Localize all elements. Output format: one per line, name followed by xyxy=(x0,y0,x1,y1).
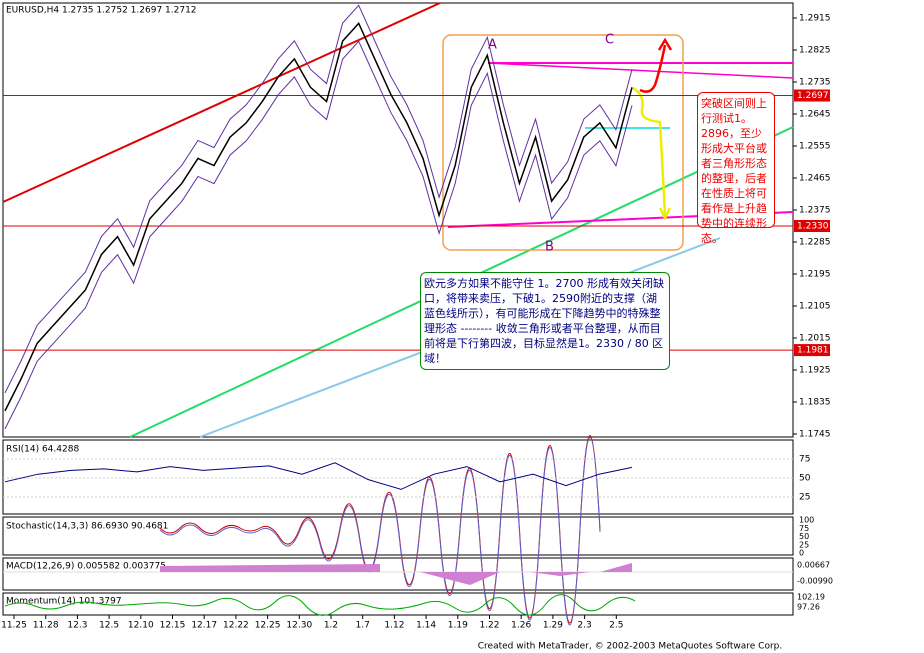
date-label: 12.5 xyxy=(99,621,119,631)
date-label: 12.15 xyxy=(160,621,186,631)
rsi-tick-label: 75 xyxy=(799,455,810,465)
date-label: 2.5 xyxy=(609,621,623,631)
date-label: 12.22 xyxy=(223,621,249,631)
forecast-arrow xyxy=(632,86,667,216)
price-tick-label: 1.2015 xyxy=(799,334,831,344)
price-tick-label: 1.2825 xyxy=(799,46,831,56)
stoch-tick-label: 50 xyxy=(799,532,809,541)
date-label: 1.7 xyxy=(356,621,370,631)
wave-label: A xyxy=(488,38,497,53)
price-tick-label: 1.1925 xyxy=(799,366,831,376)
momentum-tick-label: 97.26 xyxy=(797,603,820,612)
indicator-title: MACD(12,26,9) 0.005582 0.003775 xyxy=(6,562,166,572)
price-tick-label: 1.1745 xyxy=(799,430,831,440)
envelope xyxy=(4,4,633,394)
date-label: 12.17 xyxy=(191,621,217,631)
price-tick-label: 1.2735 xyxy=(799,78,831,88)
indicator-title: Momentum(14) 101.3797 xyxy=(6,597,122,607)
level-label: 1.2697 xyxy=(797,91,829,101)
stochastic-line xyxy=(159,437,601,626)
macd-tick-label: -0.00990 xyxy=(797,577,833,586)
date-label: 1.14 xyxy=(416,621,436,631)
arrow-head xyxy=(658,207,672,221)
level-label: 1.2330 xyxy=(797,222,829,232)
price-tick-label: 1.2915 xyxy=(799,14,831,24)
level-tag xyxy=(794,344,830,357)
date-label: 1.29 xyxy=(543,621,563,631)
stoch-tick-label: 25 xyxy=(799,540,809,549)
date-label: 12.30 xyxy=(286,621,312,631)
range-line xyxy=(487,62,794,79)
trend-line xyxy=(2,2,441,203)
date-label: 11.25 xyxy=(1,621,27,631)
note-green: 欧元多方如果不能守住 1。2700 形成有效关闭缺口，将带来卖压，下破1。259… xyxy=(420,272,670,370)
momentum-panel xyxy=(2,592,794,616)
macd-tick-label: 0.00667 xyxy=(797,561,830,570)
price-tick-label: 1.1835 xyxy=(799,398,831,408)
wave-label: C xyxy=(605,33,614,48)
stoch-tick-label: 100 xyxy=(799,516,814,525)
rsi-tick-label: 50 xyxy=(799,474,811,484)
main-panel xyxy=(2,2,794,438)
rsi-panel xyxy=(2,439,794,515)
date-label: 1.22 xyxy=(479,621,499,631)
envelope xyxy=(4,40,633,430)
momentum-line xyxy=(4,594,636,616)
note-red: 突破区间则上行测试1。2896，至少形成大平台或者三角形形态的整理，后者在性质上… xyxy=(697,92,775,245)
price-tick-label: 1.2285 xyxy=(799,238,831,248)
level-tag xyxy=(794,89,830,102)
date-label: 12.3 xyxy=(67,621,87,631)
price-tick-label: 1.2645 xyxy=(799,110,831,120)
macd-histogram xyxy=(160,563,632,585)
stoch-tick-label: 75 xyxy=(799,524,809,533)
date-label: 1.26 xyxy=(511,621,531,631)
date-label: 11.28 xyxy=(33,621,59,631)
date-label: 12.25 xyxy=(255,621,281,631)
forecast-arrow xyxy=(639,44,667,93)
header: EURUSD,H4 1.2735 1.2752 1.2697 1.2712 xyxy=(6,6,197,16)
price-tick-label: 1.2555 xyxy=(799,142,831,152)
footer: Created with MetaTrader, © 2002-2003 Met… xyxy=(478,642,782,652)
indicator-title: RSI(14) 64.4288 xyxy=(6,445,79,455)
indicator-title: Stochastic(14,3,3) 86.6930 90.4681 xyxy=(6,522,168,532)
range-box xyxy=(442,34,684,251)
momentum-tick-label: 102.19 xyxy=(797,593,825,602)
rsi-line xyxy=(4,462,633,490)
rsi-tick-label: 25 xyxy=(799,493,810,503)
date-label: 1.19 xyxy=(448,621,468,631)
price-tick-label: 1.2465 xyxy=(799,174,831,184)
date-label: 1.12 xyxy=(384,621,404,631)
level-label: 1.1981 xyxy=(797,346,829,356)
date-label: 2.3 xyxy=(577,621,591,631)
macd-panel xyxy=(2,557,794,591)
price-line xyxy=(4,21,633,412)
price-tick-label: 1.2105 xyxy=(799,302,831,312)
price-tick-label: 1.2375 xyxy=(799,206,831,216)
date-label: 12.10 xyxy=(128,621,154,631)
date-label: 1.2 xyxy=(324,621,338,631)
level-tag xyxy=(794,220,830,232)
price-tick-label: 1.2195 xyxy=(799,270,831,280)
wave-label: B xyxy=(545,240,554,255)
arrow-head xyxy=(657,37,673,51)
stoch-tick-label: 0 xyxy=(799,549,804,558)
